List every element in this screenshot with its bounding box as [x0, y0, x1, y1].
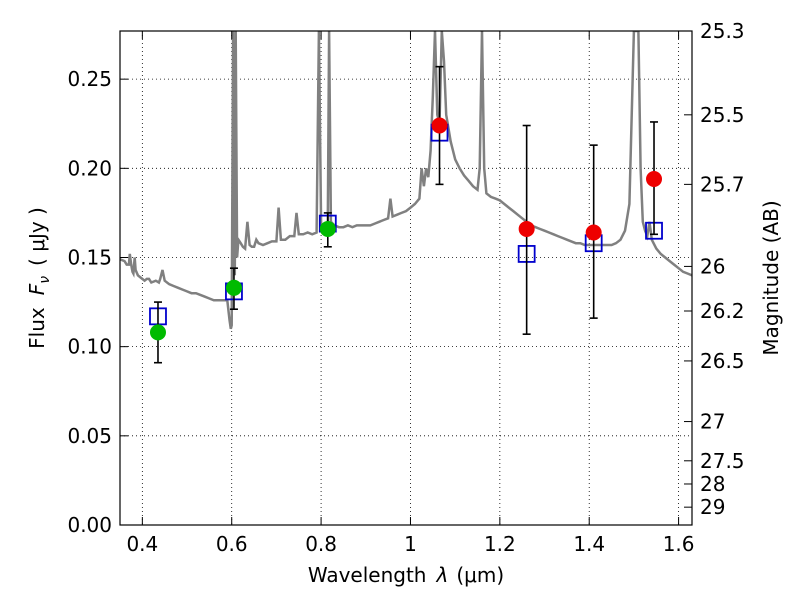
observed-point-red [646, 171, 663, 188]
plot-frame [119, 30, 693, 526]
y2-axis-label: Magnitude (AB) [759, 200, 783, 355]
y-tick-label: 0.00 [67, 513, 112, 537]
x-tick-label: 1.2 [484, 532, 516, 556]
model-spectrum-layer [120, 31, 692, 330]
x-tick-label: 0.6 [216, 532, 248, 556]
y-axis-label-subscript: ν [37, 276, 53, 284]
y2-tick-label: 25.5 [700, 103, 745, 127]
y-axis-label: Flux Fν ( μJy ) [25, 207, 53, 349]
observed-point-green [319, 220, 336, 237]
y-axis-label-unit: ( μJy ) [25, 207, 49, 266]
y2-tick-label: 28 [700, 472, 725, 496]
y-axis-label-prefix: Flux [25, 307, 49, 349]
y-tick-label: 0.10 [67, 335, 112, 359]
observed-point-red [518, 220, 535, 237]
y-axis-label-symbol: F [25, 283, 49, 295]
x-tick-label: 0.4 [126, 532, 158, 556]
y-tick-label: 0.20 [67, 156, 112, 180]
observed-point-red [585, 224, 602, 241]
y-tick-label: 0.15 [67, 245, 112, 269]
x-axis-label-symbol: λ [436, 563, 449, 587]
y2-tick-label: 26 [700, 254, 725, 278]
x-tick-label: 0.8 [305, 532, 337, 556]
observed-point-green [225, 279, 242, 296]
x-tick-label: 1.6 [663, 532, 695, 556]
x-tick-label: 1 [404, 532, 417, 556]
ticks [120, 30, 692, 526]
x-axis-label-unit: (μm) [456, 563, 504, 587]
y2-tick-label: 25.3 [700, 19, 745, 43]
model-spectrum-line [120, 31, 692, 330]
y2-tick-label: 26.2 [700, 299, 745, 323]
y-tick-label: 0.25 [67, 67, 112, 91]
x-axis-label: Wavelength λ (μm) [308, 563, 504, 587]
y-tick-label: 0.05 [67, 424, 112, 448]
observed-point-green [149, 324, 166, 341]
observed-point-red [431, 117, 448, 134]
y2-tick-label: 27 [700, 410, 725, 434]
x-axis-label-prefix: Wavelength [308, 563, 427, 587]
tick-labels: 0.4 0.6 0.8 1 1.2 1.4 1.6 0.00 0.05 0.10 0.15 0.20 0… [67, 19, 744, 556]
y2-tick-label: 27.5 [700, 449, 745, 473]
y2-tick-label: 25.7 [700, 172, 745, 196]
y2-tick-label: 26.5 [700, 349, 745, 373]
x-tick-label: 1.4 [573, 532, 605, 556]
y2-tick-label: 29 [700, 495, 725, 519]
data-layer [149, 65, 663, 364]
